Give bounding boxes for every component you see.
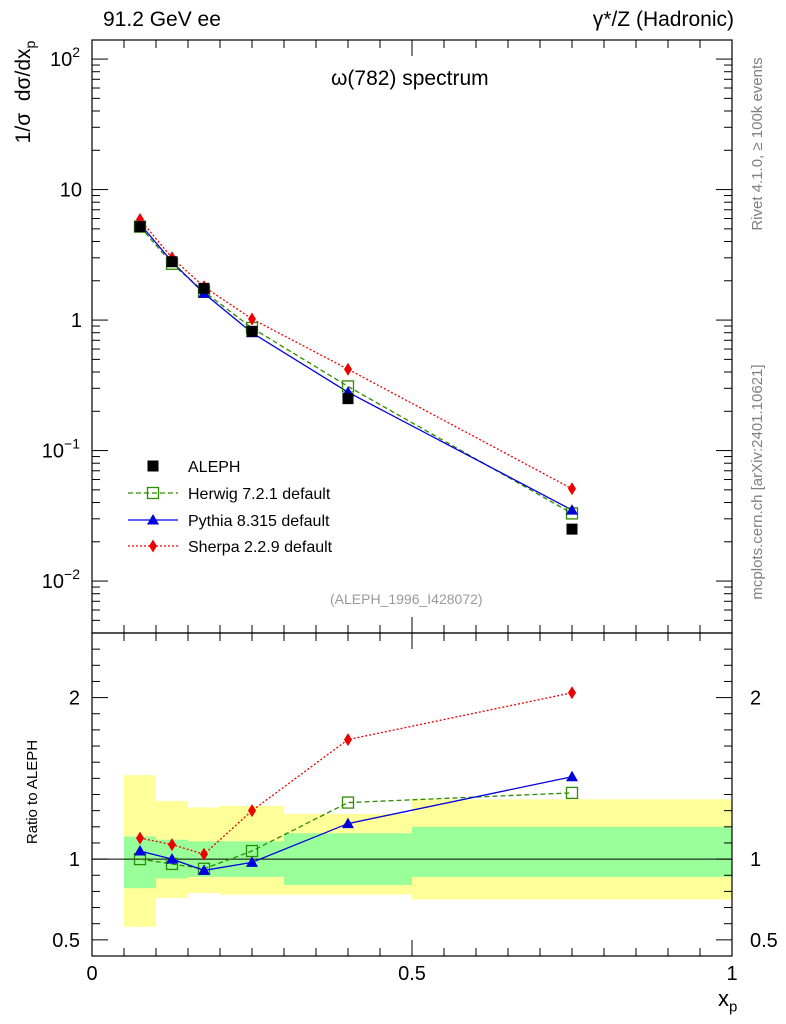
ratio-y-tick-label-right: 2 [750, 688, 761, 710]
data-point-aleph [342, 393, 354, 405]
legend-marker-sherpa-2-2-9-default [149, 539, 157, 553]
ratio-y-tick-label-left: 2 [69, 688, 80, 710]
x-tick-label: 1 [726, 963, 737, 985]
legend-label-aleph: ALEPH [188, 459, 240, 476]
tick-base: 10 [50, 49, 72, 71]
ratio-y-tick-label-right: 1 [750, 849, 761, 871]
legend: ALEPH Herwig 7.2.1 default Pythia 8.315 de… [128, 459, 333, 556]
tick-exponent: 2 [72, 44, 80, 60]
tick-exponent: −2 [64, 566, 80, 582]
ratio-line-sherpa-2-2-9-default [139, 692, 573, 855]
main-y-axis-label: 1/σ dσ/dxp [12, 12, 38, 172]
ratio-point-sherpa-2-2-9-default [568, 686, 576, 700]
ratio-point-pythia-8-315-default [342, 817, 354, 829]
ratio-point-pythia-8-315-default [134, 845, 146, 856]
main-y-tick-label: 1 [71, 310, 82, 332]
tick-base: 1 [71, 310, 82, 332]
legend-label-sherpa-2-2-9-default: Sherpa 2.2.9 default [188, 539, 333, 556]
analysis-watermark: (ALEPH_1996_I428072) [330, 591, 483, 607]
data-point-aleph [246, 325, 258, 337]
tick-base: 10 [60, 180, 82, 202]
legend-label-pythia-8-315-default: Pythia 8.315 default [188, 513, 330, 530]
x-tick-label: 0 [86, 963, 97, 985]
ratio-y-tick-label-left: 1 [69, 849, 80, 871]
series-line-pythia-8-315-default [139, 223, 573, 511]
data-point-sherpa-2-2-9-default [568, 482, 576, 496]
ratio-point-pythia-8-315-default [566, 770, 578, 782]
ratio-point-sherpa-2-2-9-default [344, 733, 352, 747]
main-y-tick-label: 10−2 [42, 566, 80, 593]
x-label-main: x [718, 986, 729, 1011]
ratio-point-sherpa-2-2-9-default [200, 847, 208, 861]
series-line-sherpa-2-2-9-default [139, 219, 573, 490]
side-text-rivet: Rivet 4.1.0, ≥ 100k events [749, 57, 766, 231]
header-process: γ*/Z (Hadronic) [592, 8, 734, 31]
data-point-aleph [566, 523, 578, 535]
tick-base: 10 [42, 571, 64, 593]
plot-title: ω(782) spectrum [331, 67, 489, 90]
ratio-point-herwig-7-2-1-default [341, 796, 355, 809]
data-point-pythia-8-315-default [566, 504, 578, 515]
data-point-aleph [134, 221, 146, 233]
y-label-sub: p [22, 40, 39, 49]
ratio-point-sherpa-2-2-9-default [168, 838, 176, 852]
x-axis-label: xp [718, 986, 737, 1015]
x-tick-label: 0.5 [398, 963, 426, 985]
data-point-aleph [166, 256, 178, 268]
tick-base: 10 [42, 441, 64, 463]
data-point-sherpa-2-2-9-default [248, 312, 256, 326]
ratio-y-tick-label-left: 0.5 [52, 930, 80, 952]
x-label-sub: p [729, 998, 738, 1016]
ratio-stat-band-5 [412, 826, 732, 877]
ratio-point-sherpa-2-2-9-default [136, 831, 144, 845]
ratio-point-sherpa-2-2-9-default [248, 804, 256, 818]
ratio-y-axis-label: Ratio to ALEPH [24, 739, 41, 845]
legend-label-herwig-7-2-1-default: Herwig 7.2.1 default [188, 486, 331, 503]
legend-marker-herwig-7-2-1-default [146, 486, 160, 500]
header-energy: 91.2 GeV ee [103, 8, 221, 31]
ratio-panel: 0 0.5 1 0.5 0.5 1 1 2 2 [52, 632, 778, 985]
main-y-tick-label: 10−1 [42, 436, 80, 463]
data-point-sherpa-2-2-9-default [344, 362, 352, 376]
main-y-tick-label: 10 [60, 180, 82, 202]
main-y-tick-label: 102 [50, 44, 80, 71]
ratio-point-pythia-8-315-default [198, 864, 210, 875]
ratio-point-pythia-8-315-default [246, 856, 258, 867]
ratio-y-tick-label-right: 0.5 [750, 930, 778, 952]
ratio-point-pythia-8-315-default [166, 853, 178, 864]
ratio-point-herwig-7-2-1-default [565, 786, 579, 800]
y-label-main: dσ/dx [12, 48, 35, 102]
data-point-aleph [198, 282, 210, 294]
legend-marker-aleph [147, 460, 159, 472]
ratio-frame [91, 632, 733, 957]
ratio-line-pythia-8-315-default [139, 776, 573, 872]
legend-marker-pythia-8-315-default [147, 514, 159, 525]
y-label-prefix: 1/σ [12, 112, 35, 144]
tick-exponent: −1 [64, 436, 80, 452]
side-text-mcplots: mcplots.cern.ch [arXiv:2401.10621] [749, 364, 766, 600]
